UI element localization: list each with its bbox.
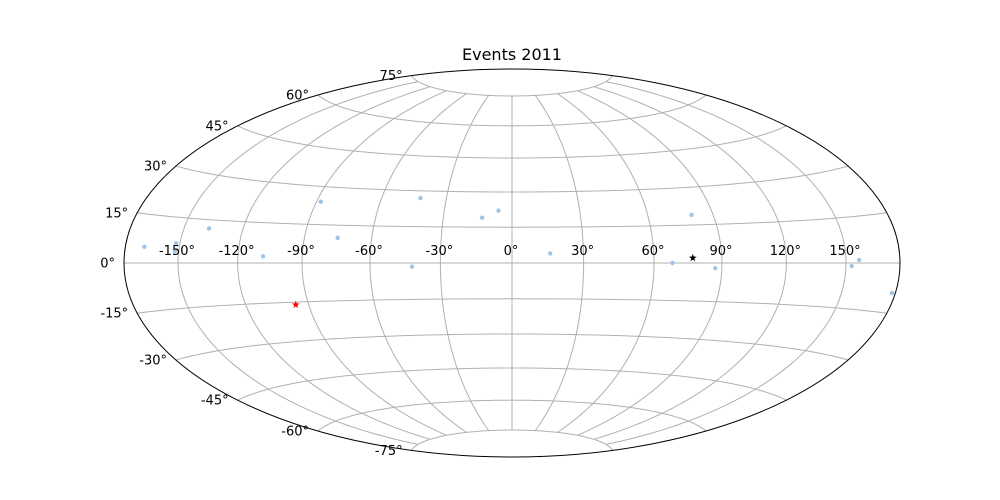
x-tick-label: 30° — [571, 244, 594, 259]
chart-title: Events 2011 — [462, 45, 562, 64]
event-point — [172, 248, 178, 254]
longitude-tick-labels: -150° -120° -90° -60° -30° 0° 30° 60° 90° 120° 150… — [159, 244, 861, 259]
x-tick-label: 90° — [709, 244, 732, 259]
event-point — [142, 244, 147, 250]
parallel-line — [137, 212, 887, 228]
data-points — [142, 195, 895, 308]
x-tick-label: 60° — [641, 244, 664, 259]
y-tick-label: -30° — [139, 354, 167, 369]
y-tick-label: -45° — [201, 394, 229, 409]
event-point — [173, 241, 179, 246]
parallel-line — [411, 75, 613, 97]
map-boundary — [123, 68, 901, 458]
x-tick-label: -30° — [426, 244, 454, 259]
event-point — [849, 263, 854, 269]
y-tick-label: 15° — [105, 206, 128, 221]
event-point — [689, 212, 694, 218]
y-tick-label: 30° — [144, 160, 167, 175]
latitude-tick-labels: -75° -60° -45° -30° -15° 0° 15° 30° 45° 60° 75° — [100, 69, 402, 459]
event-point — [670, 260, 675, 266]
event-point — [713, 265, 718, 271]
x-tick-label: 150° — [829, 244, 860, 259]
event-point — [335, 235, 340, 240]
event-point — [889, 290, 895, 296]
x-tick-label: 120° — [770, 244, 801, 259]
event-point — [260, 254, 266, 259]
event-point — [318, 199, 323, 204]
event-point — [479, 215, 485, 220]
x-tick-label: 0° — [504, 244, 519, 259]
parallel-line — [175, 333, 849, 361]
parallel-line — [137, 298, 887, 314]
y-tick-label: -15° — [100, 307, 128, 322]
x-tick-label: -150° — [159, 244, 195, 259]
x-tick-label: -90° — [287, 244, 315, 259]
parallel-line — [317, 94, 707, 127]
event-point — [856, 257, 862, 263]
parallel-line — [237, 125, 787, 159]
y-tick-label: 75° — [380, 69, 403, 84]
parallel-line — [175, 165, 849, 193]
y-tick-label: 45° — [206, 119, 229, 134]
event-point — [496, 208, 501, 213]
y-tick-label: 60° — [286, 89, 309, 104]
event-point — [206, 226, 212, 231]
y-tick-label: -75° — [375, 444, 403, 459]
y-tick-label: -60° — [281, 425, 309, 440]
event-point — [418, 195, 423, 201]
event-star-marker — [291, 300, 300, 308]
x-tick-label: -60° — [355, 244, 383, 259]
event-point — [548, 251, 553, 256]
parallel-line — [317, 399, 707, 432]
event-point — [409, 264, 415, 269]
parallel-line — [237, 367, 787, 401]
event-star-marker — [689, 253, 697, 262]
x-tick-label: -120° — [219, 244, 255, 259]
y-tick-label: 0° — [100, 257, 115, 272]
graticule — [124, 75, 900, 451]
parallel-line — [411, 429, 613, 451]
